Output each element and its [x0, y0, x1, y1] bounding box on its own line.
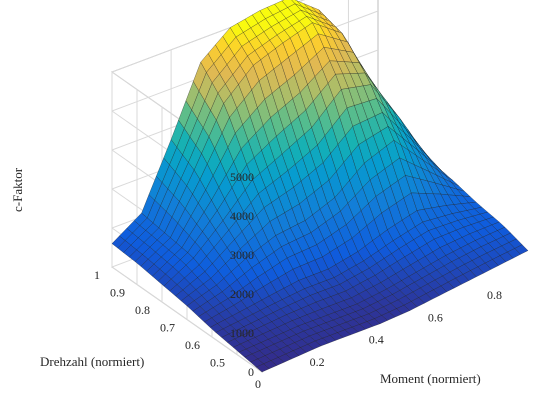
z-tick-label: 4000 [230, 209, 254, 223]
surface-cell [514, 244, 529, 255]
z-tick-label: 1000 [230, 326, 254, 340]
y-tick-label: 0.8 [135, 303, 150, 317]
z-tick-label: 0 [248, 365, 254, 379]
y-tick-label: 0.9 [110, 286, 125, 300]
surface-mesh [111, 0, 529, 373]
z-tick-label: 3000 [230, 248, 254, 262]
y-tick-label: 0.7 [160, 321, 175, 335]
z-axis-label: c-Faktor [10, 167, 25, 212]
x-tick-label: 0 [255, 377, 261, 391]
y-tick-label: 0.6 [185, 338, 200, 352]
x-tick-label: 0.2 [310, 355, 325, 369]
x-tick-label: 0.8 [487, 288, 502, 302]
y-axis-label: Drehzahl (normiert) [40, 354, 144, 369]
x-tick-label: 0.4 [369, 333, 384, 347]
z-tick-label: 2000 [230, 287, 254, 301]
x-axis-label: Moment (normiert) [380, 371, 481, 386]
y-tick-label: 0.5 [210, 356, 225, 370]
x-tick-label: 0.6 [428, 310, 443, 324]
y-tick-label: 1 [94, 268, 100, 282]
z-tick-label: 5000 [230, 170, 254, 184]
tick-labels: 0 1000 2000 3000 4000 5000 0.5 0.6 0.7 0.8 0.9 1 0 0.… [94, 170, 502, 391]
